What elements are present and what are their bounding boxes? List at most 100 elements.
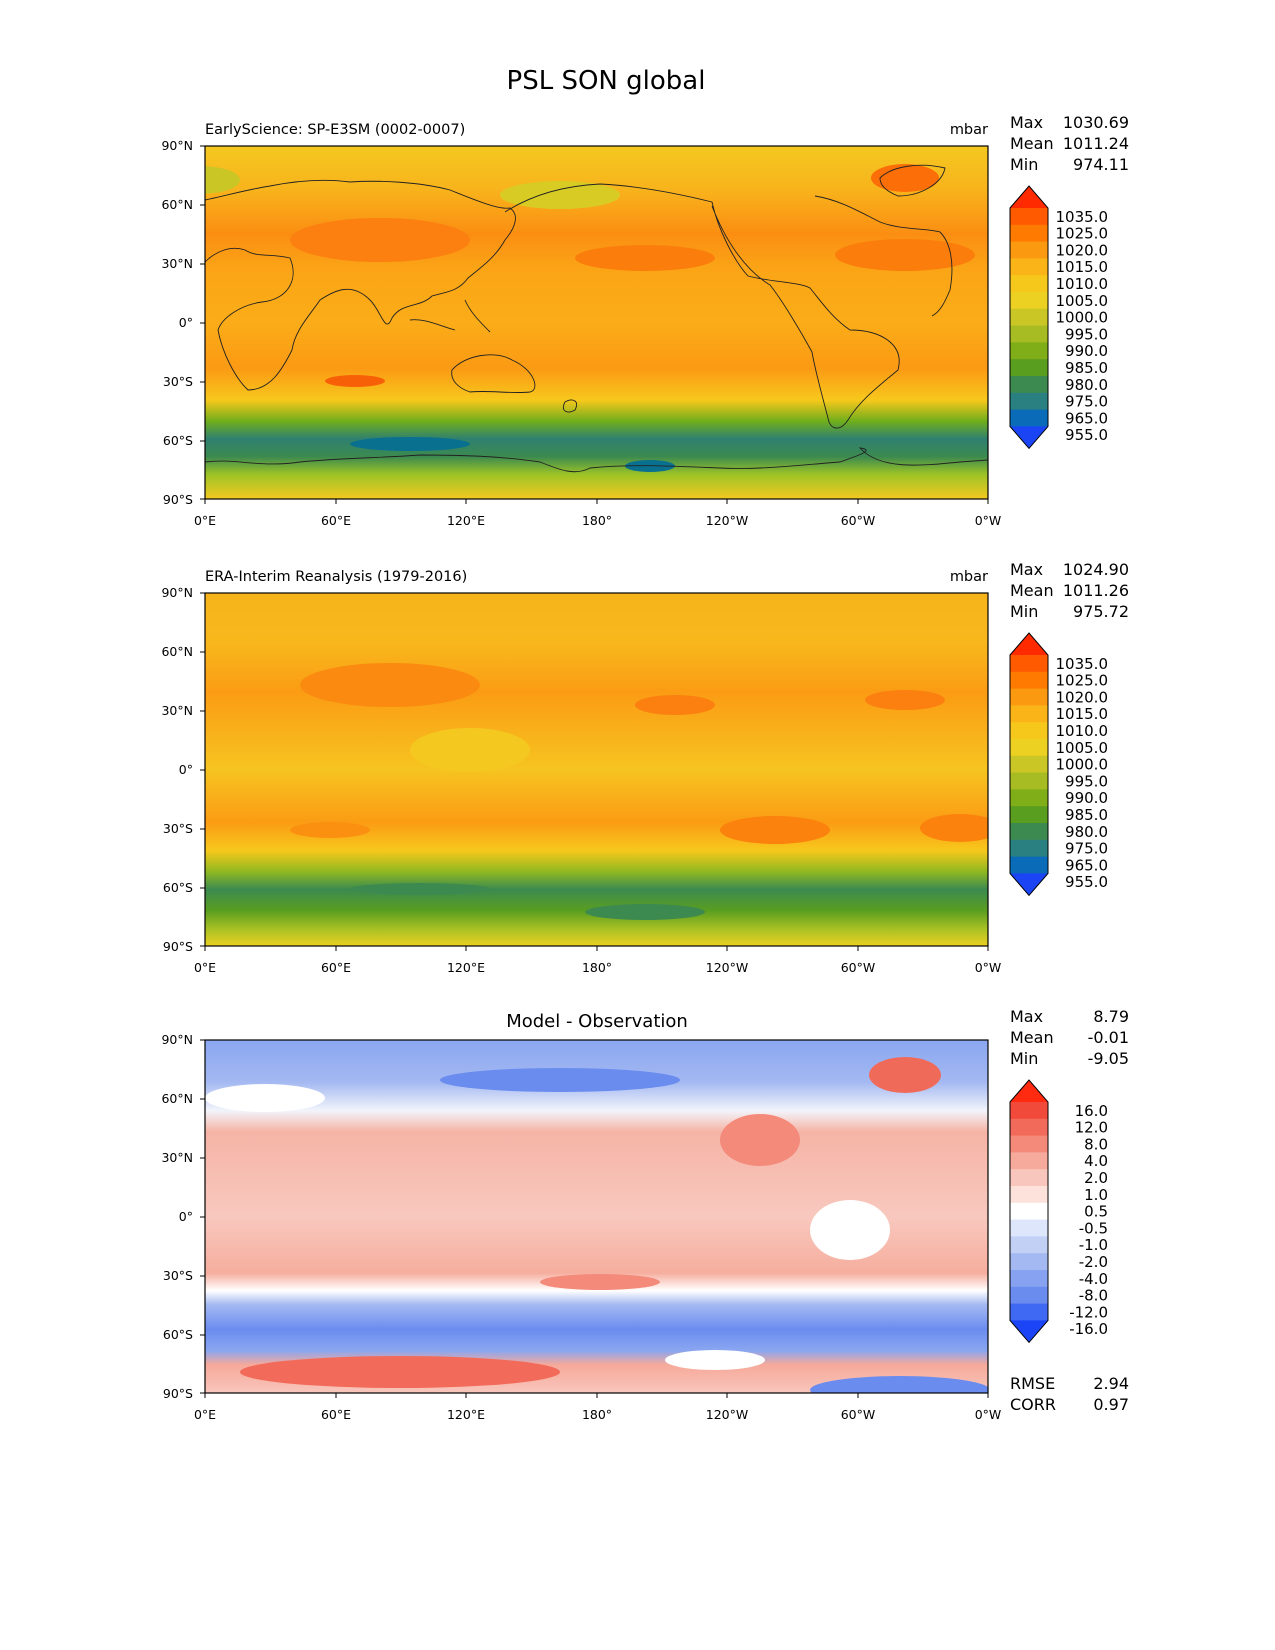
- panel-difference: Model - Observation 90°N 60°N: [161, 1007, 1129, 1422]
- y-axis: 90°N 60°N 30°N 0° 30°S 60°S 90°S: [161, 138, 205, 507]
- stat-mean-label: Mean: [1010, 581, 1054, 600]
- colorbar-tick-label: 1000.0: [1056, 309, 1109, 327]
- colorbar-segment: [1010, 1135, 1048, 1153]
- y-tick-label: 0°: [179, 1209, 193, 1224]
- figure-title: PSL SON global: [507, 66, 706, 96]
- colorbar-tick-label: 975.0: [1065, 393, 1108, 411]
- colorbar-segment: [1010, 1219, 1048, 1237]
- y-tick-label: 30°N: [161, 256, 193, 271]
- y-tick-label: 90°N: [161, 138, 193, 153]
- y-tick-label: 0°: [179, 315, 193, 330]
- colorbar-tick-label: 955.0: [1065, 873, 1108, 891]
- panel-title: EarlyScience: SP-E3SM (0002-0007): [205, 122, 465, 138]
- x-tick-label: 0°E: [194, 513, 216, 528]
- colorbar-tick-label: 1035.0: [1056, 655, 1109, 673]
- rmse-value: 2.94: [1093, 1374, 1129, 1393]
- colorbar-segment: [1010, 789, 1048, 807]
- stat-max-label: Max: [1010, 560, 1043, 579]
- x-tick-label: 60°E: [321, 513, 351, 528]
- colorbar-tick-label: 980.0: [1065, 376, 1108, 394]
- colorbar-tick-label: 980.0: [1065, 823, 1108, 841]
- colorbar-segment: [1010, 392, 1048, 411]
- x-axis: 0°E 60°E 120°E 180° 120°W 60°W 0°W: [194, 499, 1001, 528]
- map-field: [205, 593, 988, 946]
- panel-title: Model - Observation: [506, 1011, 688, 1032]
- colorbar-tick-label: 975.0: [1065, 840, 1108, 858]
- x-tick-label: 0°W: [975, 513, 1002, 528]
- colorbar-extend-bottom: [1010, 1320, 1048, 1343]
- colorbar-tick-label: 4.0: [1084, 1152, 1108, 1170]
- colorbar-tick-label: 965.0: [1065, 409, 1108, 427]
- stat-min-label: Min: [1010, 602, 1038, 621]
- colorbar-segment: [1010, 376, 1048, 394]
- colorbar-tick-label: -8.0: [1079, 1287, 1108, 1305]
- colorbar-segment: [1010, 342, 1048, 360]
- x-axis: 0°E 60°E 120°E 180° 120°W 60°W 0°W: [194, 1393, 1001, 1422]
- x-tick-label: 60°W: [841, 1407, 876, 1422]
- panel-units: mbar: [950, 569, 988, 585]
- x-tick-label: 120°W: [706, 513, 748, 528]
- colorbar-tick-label: 990.0: [1065, 342, 1108, 360]
- colorbar-extend-top: [1010, 633, 1048, 655]
- colorbar-segment: [1010, 856, 1048, 874]
- y-tick-label: 60°N: [161, 197, 193, 212]
- stat-max-value: 1030.69: [1063, 113, 1129, 132]
- y-tick-label: 0°: [179, 762, 193, 777]
- y-axis: 90°N 60°N 30°N 0° 30°S 60°S 90°S: [161, 1032, 205, 1401]
- colorbar: 1035.01025.01020.01015.01010.01005.01000…: [1009, 185, 1109, 450]
- colorbar-segment: [1010, 224, 1048, 243]
- y-tick-label: 90°N: [161, 585, 193, 600]
- colorbar-segment: [1010, 1270, 1048, 1288]
- y-tick-label: 90°S: [163, 939, 193, 954]
- stat-min-value: 974.11: [1073, 155, 1129, 174]
- colorbar-segment: [1010, 1186, 1048, 1204]
- y-tick-label: 30°S: [163, 821, 193, 836]
- colorbar-segment: [1010, 325, 1048, 343]
- stat-max-label: Max: [1010, 113, 1043, 132]
- stat-min-value: -9.05: [1088, 1049, 1129, 1068]
- rmse-label: RMSE: [1010, 1374, 1055, 1393]
- x-tick-label: 120°E: [447, 513, 485, 528]
- colorbar-tick-label: 965.0: [1065, 856, 1108, 874]
- x-tick-label: 0°W: [975, 960, 1002, 975]
- colorbar-segment: [1010, 1152, 1048, 1170]
- stat-max-value: 1024.90: [1063, 560, 1129, 579]
- colorbar-tick-label: -0.5: [1079, 1219, 1108, 1237]
- colorbar-tick-label: 1015.0: [1056, 258, 1109, 276]
- colorbar-segment: [1010, 292, 1048, 310]
- stat-mean-label: Mean: [1010, 134, 1054, 153]
- y-tick-label: 60°S: [163, 880, 193, 895]
- colorbar-segment: [1010, 705, 1048, 723]
- colorbar-segment: [1010, 1236, 1048, 1254]
- colorbar-tick-label: -1.0: [1079, 1236, 1108, 1254]
- colorbar-tick-label: -4.0: [1079, 1270, 1108, 1288]
- colorbar-tick-label: 995.0: [1065, 325, 1108, 343]
- x-tick-label: 60°W: [841, 960, 876, 975]
- corr-value: 0.97: [1093, 1395, 1129, 1414]
- colorbar-tick-label: 1015.0: [1056, 705, 1109, 723]
- map-field: [205, 146, 988, 499]
- colorbar-segment: [1010, 823, 1048, 841]
- x-tick-label: 60°W: [841, 513, 876, 528]
- x-tick-label: 0°W: [975, 1407, 1002, 1422]
- colorbar-tick-label: 995.0: [1065, 772, 1108, 790]
- y-tick-label: 60°S: [163, 433, 193, 448]
- stat-mean-value: 1011.26: [1063, 581, 1129, 600]
- panel-units: mbar: [950, 122, 988, 138]
- coastlines: [205, 164, 988, 473]
- stats-box: Max 1024.90 Mean 1011.26 Min 975.72: [1010, 560, 1129, 621]
- map-field: [205, 1040, 988, 1393]
- stats-box: Max 8.79 Mean -0.01 Min -9.05: [1010, 1007, 1129, 1068]
- colorbar-segment: [1010, 258, 1048, 276]
- colorbar-tick-label: 1025.0: [1056, 225, 1109, 243]
- stats-box: Max 1030.69 Mean 1011.24 Min 974.11: [1010, 113, 1129, 174]
- panel-model: EarlyScience: SP-E3SM (0002-0007) mbar: [161, 113, 1129, 528]
- x-tick-label: 0°E: [194, 960, 216, 975]
- colorbar-segment: [1010, 1202, 1048, 1221]
- colorbar-tick-label: 1020.0: [1056, 688, 1109, 706]
- colorbar-segment: [1010, 1253, 1048, 1271]
- colorbar-tick-label: 2.0: [1084, 1169, 1108, 1187]
- x-tick-label: 0°E: [194, 1407, 216, 1422]
- x-axis: 0°E 60°E 120°E 180° 120°W 60°W 0°W: [194, 946, 1001, 975]
